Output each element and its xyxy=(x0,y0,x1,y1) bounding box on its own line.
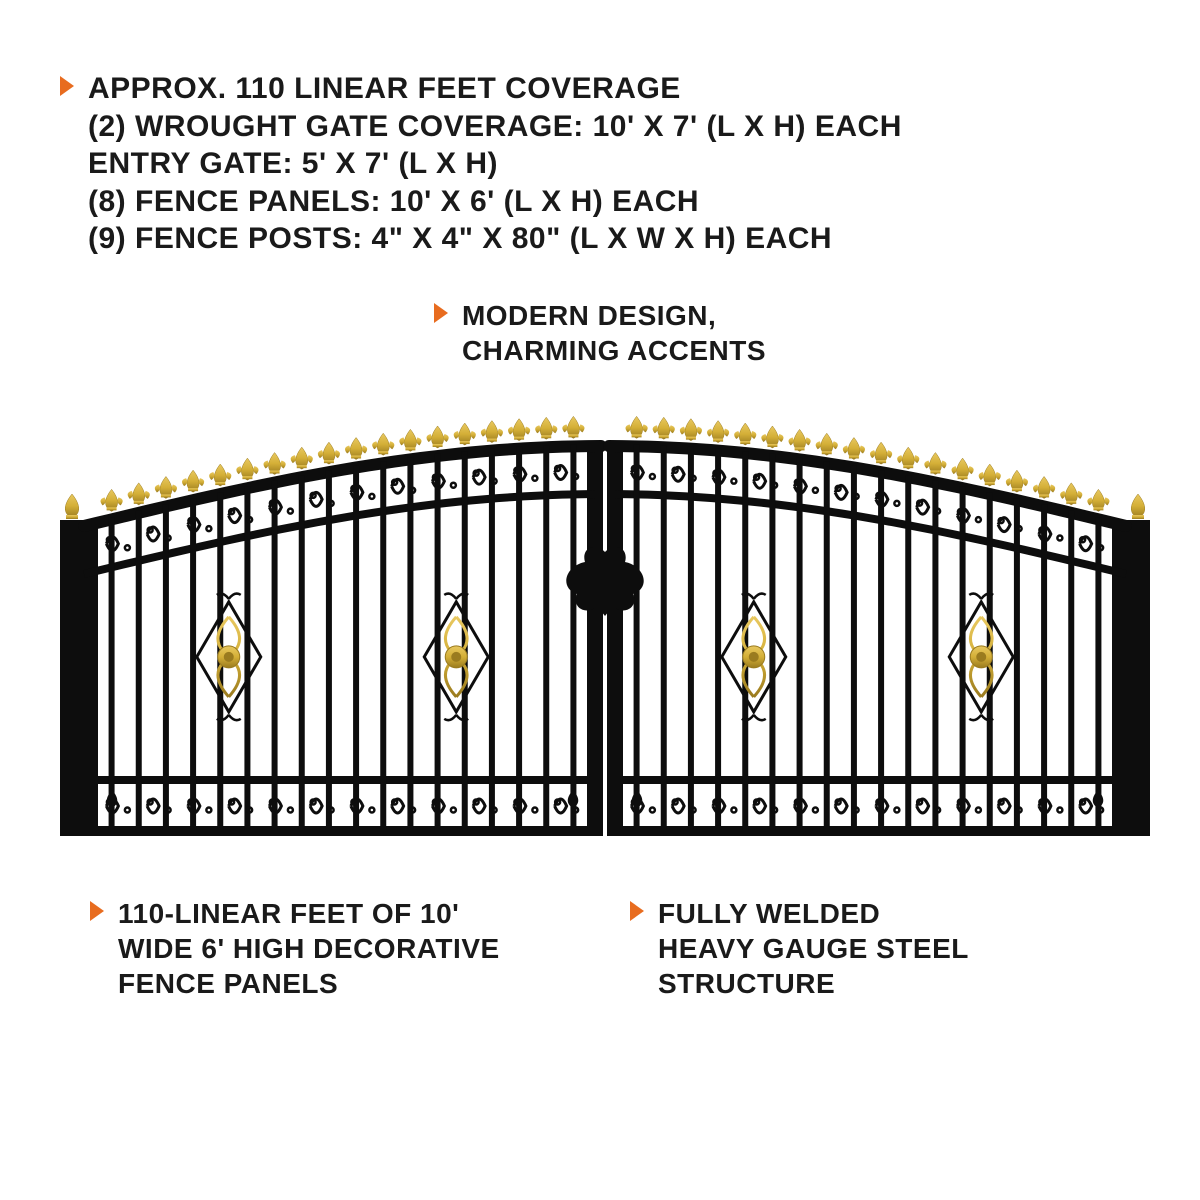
center-design-bullet: Modern Design, Charming Accents xyxy=(60,298,1140,376)
top-spec-bullet: Approx. 110 Linear Feet Coverage (2) Wro… xyxy=(60,70,1140,258)
br-line: Fully Welded xyxy=(658,898,880,929)
bottom-right-bullet: Fully Welded Heavy Gauge Steel Structure xyxy=(630,896,1110,1001)
bottom-right-text: Fully Welded Heavy Gauge Steel Structure xyxy=(658,896,969,1001)
arrow-icon xyxy=(630,901,644,921)
spec-line: (8) Fence Panels: 10' x 6' (L x H) Each xyxy=(88,185,699,218)
bottom-bullets-row: 110-Linear Feet of 10' Wide 6' High Deco… xyxy=(60,896,1140,1009)
spec-line: (2) Wrought Gate Coverage: 10' x 7' (L x… xyxy=(88,110,902,143)
center-line: Charming Accents xyxy=(462,335,766,366)
bottom-left-bullet: 110-Linear Feet of 10' Wide 6' High Deco… xyxy=(90,896,570,1001)
arrow-icon xyxy=(90,901,104,921)
gate-illustration xyxy=(60,406,1150,846)
arrow-icon xyxy=(434,303,448,323)
bottom-left-text: 110-Linear Feet of 10' Wide 6' High Deco… xyxy=(118,896,500,1001)
center-design-text: Modern Design, Charming Accents xyxy=(462,298,766,368)
gate-svg xyxy=(60,406,1150,846)
bl-line: Fence Panels xyxy=(118,968,338,999)
top-spec-text: Approx. 110 Linear Feet Coverage (2) Wro… xyxy=(88,70,902,258)
br-line: Heavy Gauge Steel xyxy=(658,933,969,964)
center-line: Modern Design, xyxy=(462,300,716,331)
arrow-icon xyxy=(60,76,74,96)
br-line: Structure xyxy=(658,968,835,999)
spec-line: Approx. 110 Linear Feet Coverage xyxy=(88,72,681,105)
bl-line: Wide 6' High Decorative xyxy=(118,933,500,964)
bl-line: 110-Linear Feet of 10' xyxy=(118,898,459,929)
spec-line: Entry Gate: 5' x 7' (L x H) xyxy=(88,147,498,180)
spec-line: (9) Fence Posts: 4" x 4" x 80" (L x W x … xyxy=(88,222,832,255)
